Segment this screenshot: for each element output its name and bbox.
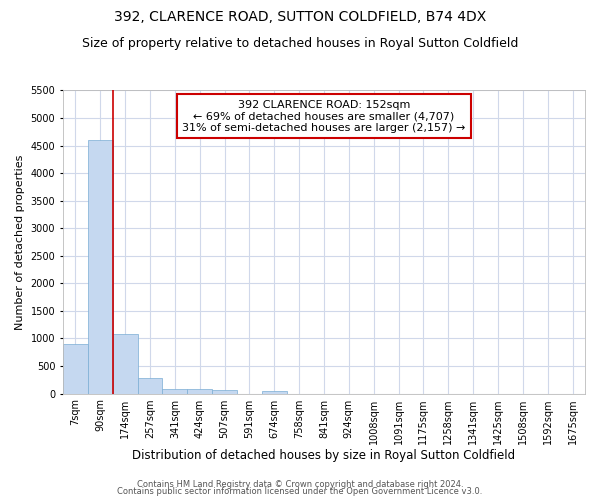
- Bar: [88, 140, 113, 394]
- Bar: [163, 388, 187, 394]
- Text: 392 CLARENCE ROAD: 152sqm
← 69% of detached houses are smaller (4,707)
31% of se: 392 CLARENCE ROAD: 152sqm ← 69% of detac…: [182, 100, 466, 133]
- Bar: [113, 334, 137, 394]
- Bar: [262, 390, 287, 394]
- Bar: [137, 378, 163, 394]
- Text: Size of property relative to detached houses in Royal Sutton Coldfield: Size of property relative to detached ho…: [82, 38, 518, 51]
- Text: 392, CLARENCE ROAD, SUTTON COLDFIELD, B74 4DX: 392, CLARENCE ROAD, SUTTON COLDFIELD, B7…: [114, 10, 486, 24]
- X-axis label: Distribution of detached houses by size in Royal Sutton Coldfield: Distribution of detached houses by size …: [133, 450, 515, 462]
- Bar: [63, 344, 88, 394]
- Y-axis label: Number of detached properties: Number of detached properties: [15, 154, 25, 330]
- Bar: [212, 390, 237, 394]
- Bar: [187, 389, 212, 394]
- Text: Contains public sector information licensed under the Open Government Licence v3: Contains public sector information licen…: [118, 487, 482, 496]
- Text: Contains HM Land Registry data © Crown copyright and database right 2024.: Contains HM Land Registry data © Crown c…: [137, 480, 463, 489]
